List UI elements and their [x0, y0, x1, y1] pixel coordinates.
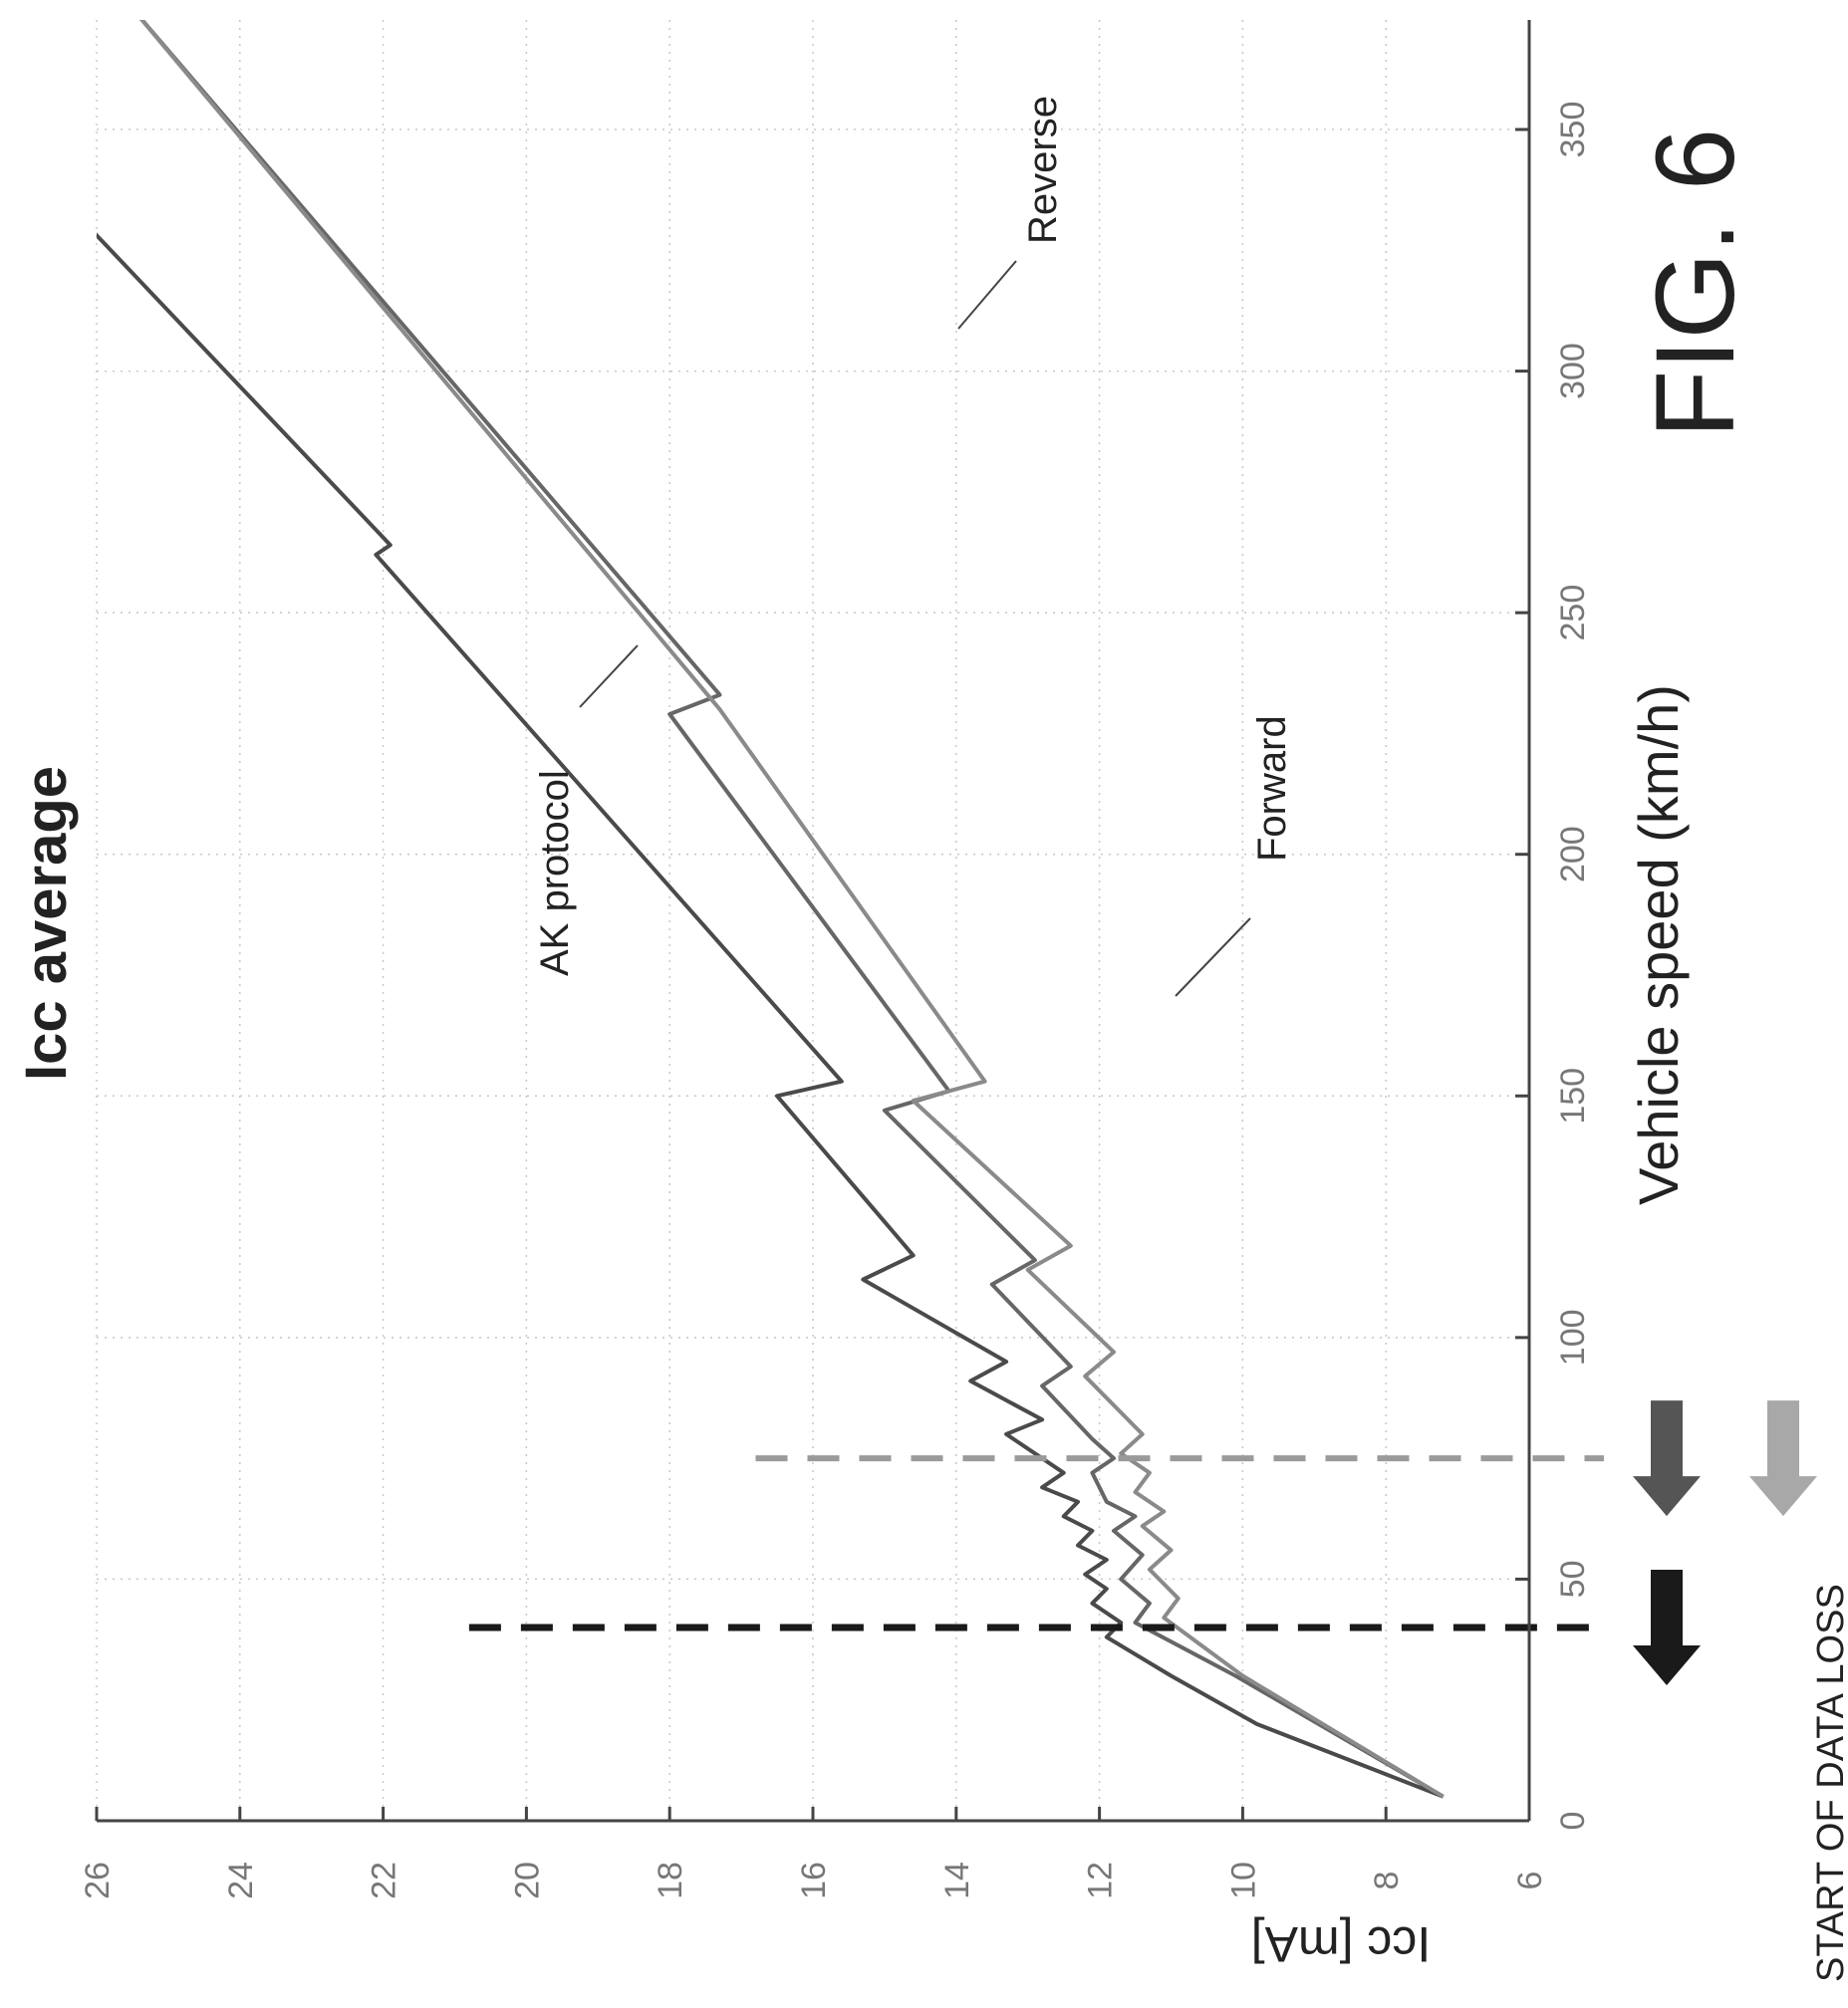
start-of-data-loss-label: START OF DATA LOSS: [1810, 1584, 1848, 1982]
x-tick-label-300: 300: [1554, 343, 1592, 399]
y-tick-label-20: 20: [508, 1862, 546, 1899]
figure-label: FIG. 6: [1633, 128, 1757, 438]
data-loss-markers: [468, 1455, 1604, 1632]
y-tick-label-14: 14: [938, 1862, 976, 1899]
arrow-marker-1: [1633, 1569, 1701, 1685]
arrows-group: [1633, 1400, 1817, 1685]
y-tick-label-18: 18: [652, 1862, 689, 1899]
y-tick-label-22: 22: [366, 1862, 403, 1899]
x-tick-label-50: 50: [1554, 1561, 1592, 1599]
arrow-marker-3: [1749, 1400, 1817, 1517]
series-group: [97, 20, 1445, 1799]
y-tick-label-8: 8: [1368, 1872, 1406, 1890]
x-tick-label-150: 150: [1554, 1068, 1592, 1125]
y-tick-label-26: 26: [79, 1862, 117, 1899]
leader-reverse: [957, 260, 1017, 330]
y-tick-label-6: 6: [1511, 1872, 1549, 1890]
y-tick-label-10: 10: [1224, 1862, 1262, 1899]
y-tick-label-12: 12: [1082, 1862, 1120, 1899]
x-tick-label-0: 0: [1554, 1812, 1592, 1831]
series-line-ak-protocol: [97, 232, 1445, 1799]
series-line-reverse: [139, 20, 1445, 1799]
y-tick-label-16: 16: [795, 1862, 833, 1899]
x-tick-label-250: 250: [1554, 585, 1592, 641]
x-tick-label-100: 100: [1554, 1309, 1592, 1366]
series-label-forward: Forward: [1250, 715, 1294, 862]
x-tick-label-350: 350: [1554, 102, 1592, 158]
chart-title: Icc average: [14, 766, 79, 1081]
series-line-forward: [138, 20, 1445, 1799]
series-label-reverse: Reverse: [1021, 96, 1065, 244]
y-axis-label: Icc [mA]: [1251, 1916, 1432, 1972]
leader-forward: [1175, 917, 1251, 997]
grid-lines: [96, 20, 1529, 1821]
x-tick-label-200: 200: [1554, 826, 1592, 882]
leader-ak-protocol: [579, 644, 639, 708]
arrow-marker-2: [1633, 1400, 1701, 1517]
x-axis-label: Vehicle speed (km/h): [1627, 684, 1690, 1205]
y-tick-label-24: 24: [222, 1862, 260, 1899]
axes: [95, 20, 1531, 1823]
tick-labels: 0 50 100 150 200 250 300 350 6 8 10 12 14 16 18 20 22 24 2…: [79, 102, 1592, 1899]
series-label-ak-protocol: AK protocol: [533, 770, 577, 976]
